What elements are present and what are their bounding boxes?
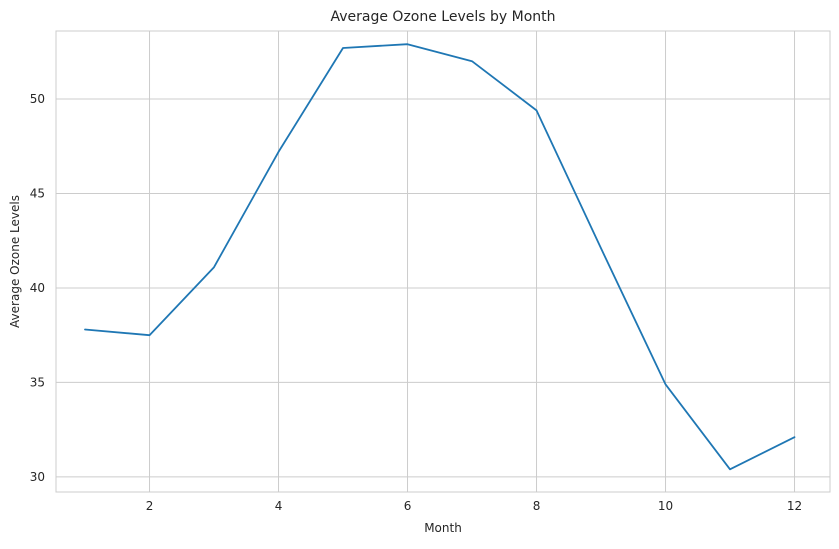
plot-frame [55, 30, 831, 493]
y-axis-label: Average Ozone Levels [8, 195, 22, 328]
x-tick-label: 8 [533, 499, 541, 513]
grid [56, 31, 830, 492]
x-tick-label: 6 [404, 499, 412, 513]
y-tick-label: 30 [30, 470, 45, 484]
x-tick-label: 10 [658, 499, 673, 513]
x-axis-label: Month [424, 521, 462, 535]
y-tick-label: 50 [30, 92, 45, 106]
x-tick-label: 2 [146, 499, 154, 513]
series-line [84, 43, 796, 471]
x-tick-label: 4 [275, 499, 283, 513]
y-tick-label: 45 [30, 186, 45, 200]
y-tick-label: 40 [30, 281, 45, 295]
chart-title: Average Ozone Levels by Month [330, 9, 555, 25]
series-layer [84, 43, 796, 471]
y-tick-label: 35 [30, 375, 45, 389]
tick-labels: 2 4 6 8 10 12 30 35 40 45 50 [30, 92, 802, 513]
x-tick-label: 12 [787, 499, 802, 513]
